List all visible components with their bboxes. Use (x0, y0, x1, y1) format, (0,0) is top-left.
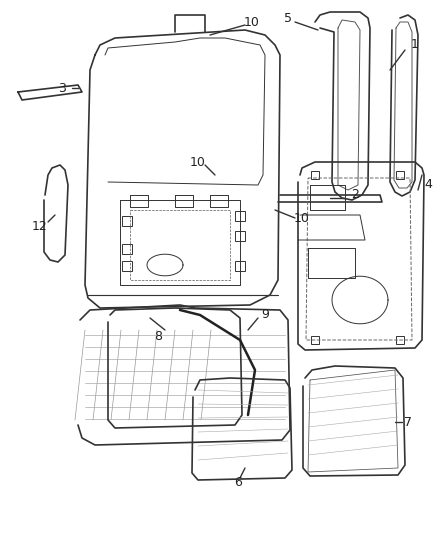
Bar (235, 231, 245, 241)
Text: 10: 10 (244, 15, 260, 28)
Bar (311, 171, 319, 179)
Text: 9: 9 (261, 309, 269, 321)
Bar (311, 336, 319, 344)
Text: 6: 6 (234, 477, 242, 489)
Bar (122, 261, 132, 271)
Text: 10: 10 (294, 212, 310, 224)
Text: 2: 2 (351, 189, 359, 201)
Text: 8: 8 (154, 329, 162, 343)
Text: 3: 3 (58, 82, 66, 94)
Bar (396, 336, 404, 344)
Bar (235, 261, 245, 271)
Text: 10: 10 (190, 156, 206, 168)
Bar (122, 216, 132, 226)
Text: 7: 7 (404, 416, 412, 429)
Bar (122, 244, 132, 254)
Text: 4: 4 (424, 179, 432, 191)
Bar (235, 211, 245, 221)
Bar (396, 171, 404, 179)
Text: 12: 12 (32, 220, 48, 232)
Text: 1: 1 (411, 38, 419, 52)
Text: 5: 5 (284, 12, 292, 25)
